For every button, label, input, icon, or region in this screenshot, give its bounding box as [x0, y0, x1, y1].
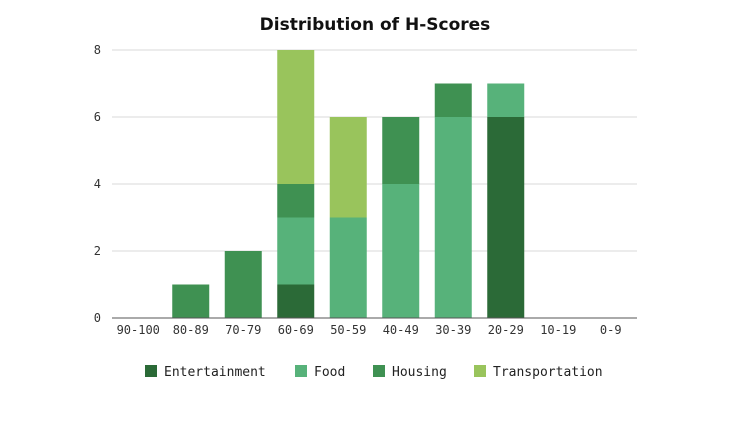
- bar-food-60-69: [277, 217, 315, 285]
- y-tick-label: 4: [94, 177, 101, 191]
- bar-housing-60-69: [277, 184, 315, 218]
- x-tick-label: 70-79: [225, 323, 261, 337]
- bar-transportation-60-69: [277, 50, 315, 184]
- y-axis-ticks: 0 2 4 6 8: [94, 43, 101, 325]
- legend-label-entertainment: Entertainment: [164, 365, 266, 380]
- x-tick-label: 20-29: [488, 323, 524, 337]
- legend-swatch-transportation: [474, 365, 486, 377]
- bars: [172, 50, 525, 318]
- y-tick-label: 2: [94, 244, 101, 258]
- bar-food-40-49: [382, 184, 420, 318]
- x-axis-ticks: 90-100 80-89 70-79 60-69 50-59 40-49 30-39 20-2…: [117, 323, 622, 337]
- chart-title: Distribution of H-Scores: [260, 15, 491, 35]
- x-tick-label: 0-9: [600, 323, 622, 337]
- bar-housing-30-39: [434, 83, 472, 117]
- bar-transportation-50-59: [329, 117, 367, 218]
- x-tick-label: 80-89: [173, 323, 209, 337]
- legend: Entertainment Food Housing Transportation: [145, 365, 603, 380]
- legend-label-food: Food: [314, 365, 345, 380]
- legend-label-housing: Housing: [392, 365, 447, 380]
- y-tick-label: 6: [94, 110, 101, 124]
- bar-food-50-59: [329, 217, 367, 318]
- bar-entertainment-20-29: [487, 117, 525, 318]
- y-tick-label: 8: [94, 43, 101, 57]
- x-tick-label: 40-49: [383, 323, 419, 337]
- bar-entertainment-60-69: [277, 284, 315, 318]
- legend-swatch-housing: [373, 365, 385, 377]
- legend-swatch-entertainment: [145, 365, 157, 377]
- bar-food-30-39: [434, 117, 472, 318]
- bar-food-20-29: [487, 83, 525, 117]
- x-tick-label: 10-19: [540, 323, 576, 337]
- bar-housing-40-49: [382, 117, 420, 184]
- bar-housing-80-89: [172, 284, 210, 318]
- x-tick-label: 90-100: [117, 323, 160, 337]
- legend-label-transportation: Transportation: [493, 365, 603, 380]
- grid-lines: [112, 49, 637, 252]
- x-tick-label: 30-39: [435, 323, 471, 337]
- x-tick-label: 60-69: [278, 323, 314, 337]
- x-tick-label: 50-59: [330, 323, 366, 337]
- bar-housing-70-79: [224, 251, 262, 318]
- y-tick-label: 0: [94, 311, 101, 325]
- legend-swatch-food: [295, 365, 307, 377]
